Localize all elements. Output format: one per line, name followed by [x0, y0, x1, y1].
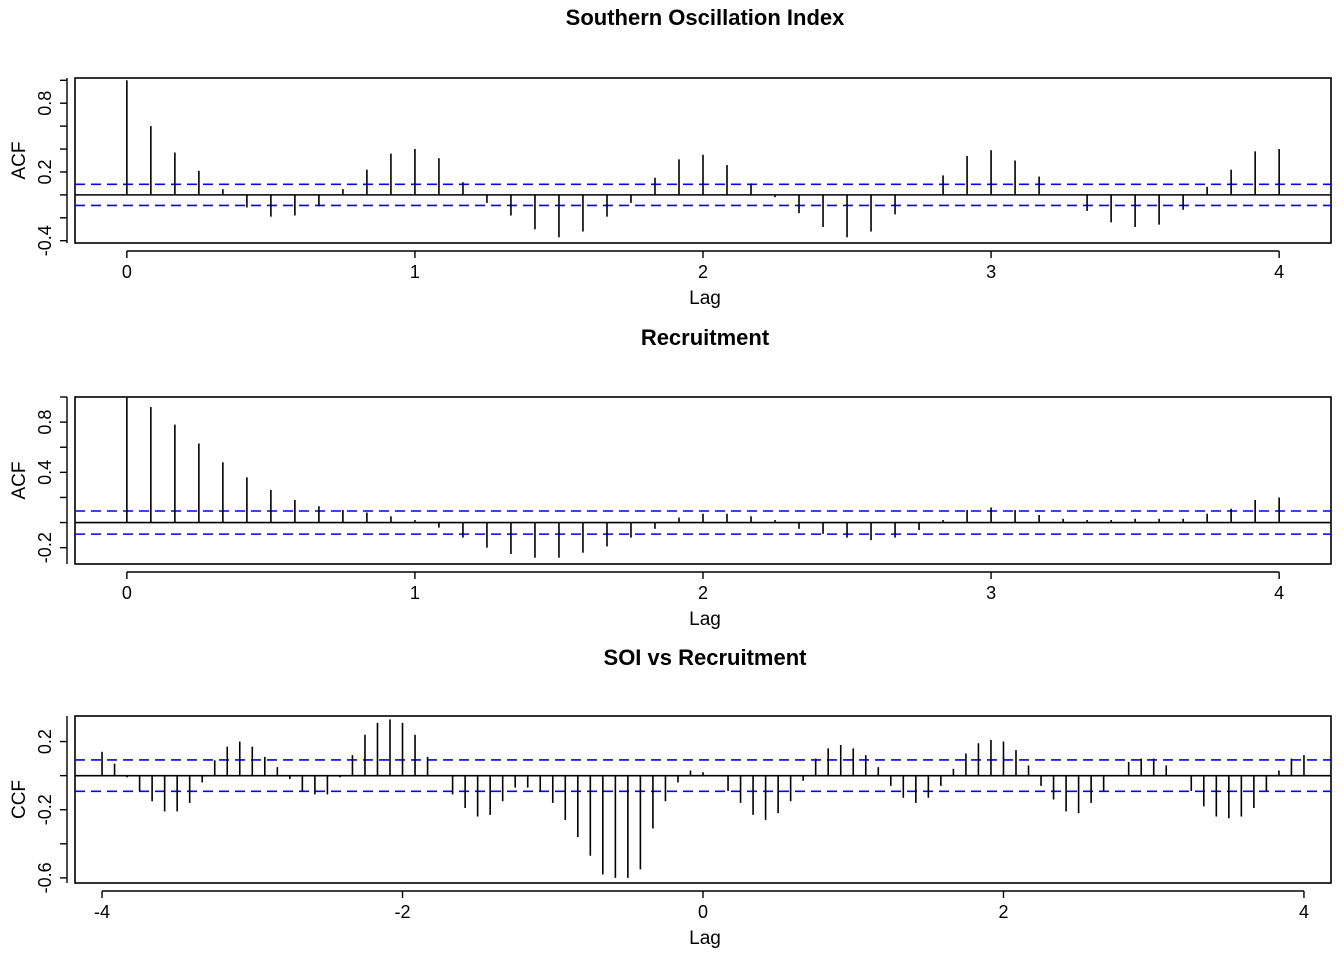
x-tick-label: 4	[1274, 583, 1284, 603]
chart-title: Recruitment	[641, 325, 770, 350]
y-tick-label: 0.2	[35, 159, 55, 184]
y-axis-label: ACF	[9, 142, 30, 180]
chart-title: Southern Oscillation Index	[566, 5, 845, 30]
panel-2: Recruitment 0 1 2 3 4 Lag -0.2 0.4 0.8 ACF	[9, 325, 1332, 630]
x-axis-label: Lag	[689, 928, 721, 949]
x-tick-label: 1	[410, 583, 420, 603]
x-tick-label: 4	[1299, 902, 1309, 922]
y-tick-label: -0.6	[35, 862, 55, 893]
chart-title: SOI vs Recruitment	[604, 645, 808, 670]
x-tick-label: -2	[395, 902, 411, 922]
y-tick-label: -0.4	[35, 225, 55, 256]
x-tick-label: 0	[122, 583, 132, 603]
y-tick-label: 0.2	[35, 729, 55, 754]
x-tick-label: 2	[998, 902, 1008, 922]
plot-frame	[74, 77, 1332, 244]
y-tick-label: 0.8	[35, 91, 55, 116]
y-tick-label: 0.4	[35, 460, 55, 485]
x-tick-label: 2	[698, 583, 708, 603]
plot-frame	[74, 715, 1332, 884]
x-tick-label: 0	[698, 902, 708, 922]
x-tick-label: -4	[94, 902, 110, 922]
plot-frame	[74, 396, 1332, 565]
y-tick-label: 0.8	[35, 410, 55, 435]
x-tick-label: 2	[698, 262, 708, 282]
x-axis-label: Lag	[689, 288, 721, 309]
y-tick-label: -0.2	[35, 794, 55, 825]
panel-1: Southern Oscillation Index 0 1 2 3 4 Lag -0.4 0.…	[9, 5, 1332, 309]
x-tick-label: 3	[986, 262, 996, 282]
x-tick-label: 0	[122, 262, 132, 282]
x-axis-label: Lag	[689, 609, 721, 630]
y-tick-label: -0.2	[35, 532, 55, 563]
x-tick-label: 1	[410, 262, 420, 282]
panel-3: SOI vs Recruitment -4 -2 0 2 4 Lag -0.6 -0.2 0.2 C…	[9, 645, 1332, 949]
y-axis-label: ACF	[9, 462, 30, 500]
x-tick-label: 4	[1274, 262, 1284, 282]
x-tick-label: 3	[986, 583, 996, 603]
y-axis-label: CCF	[9, 780, 30, 819]
